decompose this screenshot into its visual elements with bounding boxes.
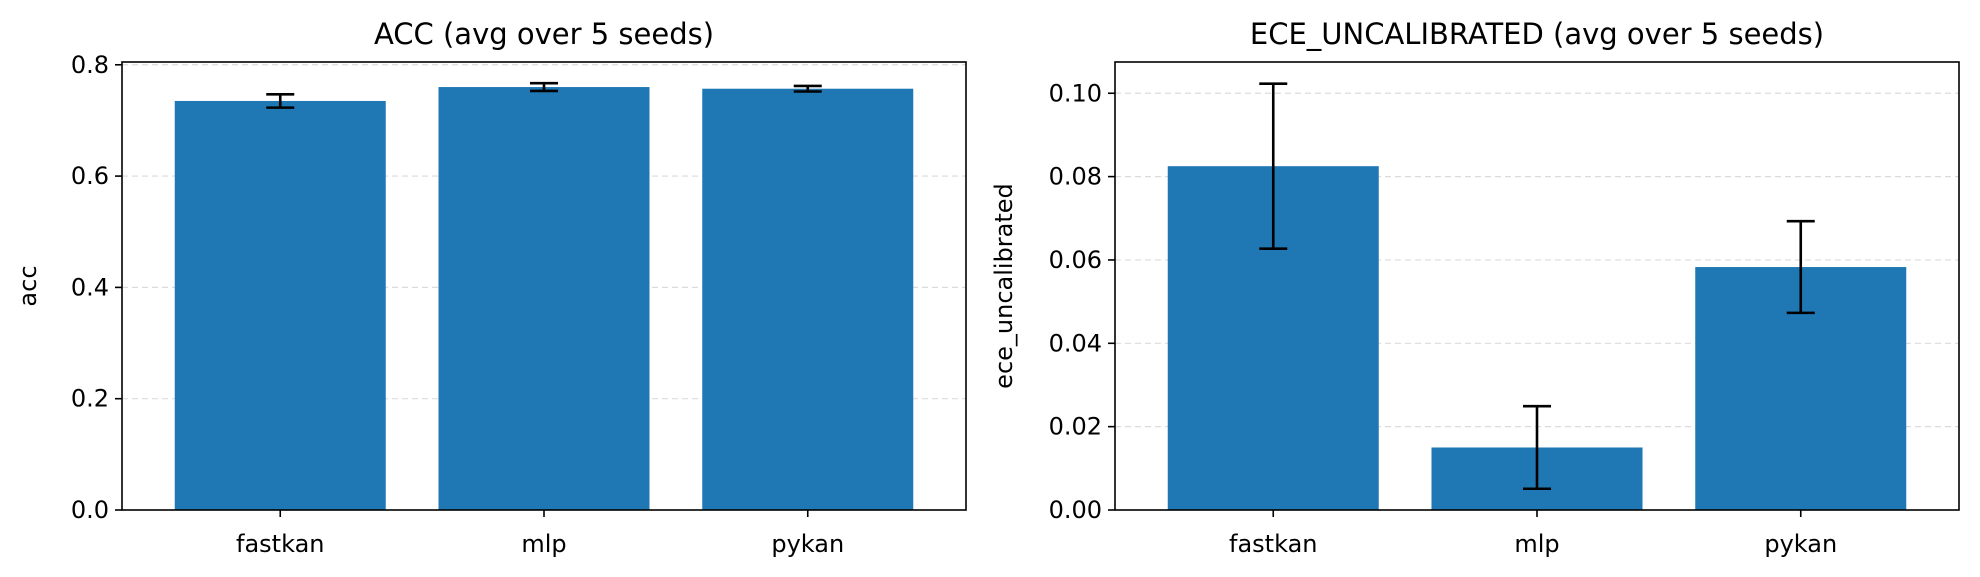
y-tick-label: 0.08 [1049, 163, 1102, 191]
x-tick-label-pykan: pykan [771, 530, 844, 558]
bar-mlp [438, 87, 650, 510]
error-bar-pykan [793, 84, 822, 93]
y-tick-label: 0.02 [1049, 413, 1102, 441]
y-tick-label: 0.2 [71, 385, 109, 413]
y-tick-label: 0.6 [71, 162, 109, 190]
y-tick-label: 0.04 [1049, 329, 1102, 357]
x-tick-label-fastkan: fastkan [1229, 530, 1317, 558]
acc-chart: 0.0 0.2 0.4 0.6 0.8 fastkan mlp pykan ACC (avg o… [14, 17, 967, 558]
y-tick-label: 0.8 [71, 51, 109, 79]
error-bar-mlp [530, 81, 558, 93]
ece-uncalibrated-chart: 0.00 0.02 0.04 0.06 0.08 0.10 fastkan mlp pykan E… [990, 17, 1960, 558]
error-bar-mlp [1523, 404, 1551, 491]
y-tick-label: 0.10 [1049, 79, 1102, 107]
error-bar-pykan [1786, 219, 1815, 315]
y-axis-label: acc [14, 265, 42, 306]
y-tick-label: 0.06 [1049, 246, 1102, 274]
x-tick-label-fastkan: fastkan [236, 530, 324, 558]
error-bar-fastkan [266, 92, 295, 109]
chart-title: ECE_UNCALIBRATED (avg over 5 seeds) [1250, 17, 1824, 51]
y-tick-label: 0.00 [1049, 496, 1102, 524]
bar-fastkan [174, 100, 386, 511]
x-tick-label-mlp: mlp [521, 530, 566, 558]
y-tick-label: 0.0 [71, 496, 109, 524]
x-tick-label-mlp: mlp [1514, 530, 1559, 558]
y-axis-label: ece_uncalibrated [990, 183, 1018, 389]
y-tick-label: 0.4 [71, 273, 109, 301]
x-tick-label-pykan: pykan [1764, 530, 1837, 558]
error-bar-fastkan [1259, 82, 1288, 251]
bar-pykan [702, 88, 914, 510]
chart-title: ACC (avg over 5 seeds) [374, 17, 714, 51]
